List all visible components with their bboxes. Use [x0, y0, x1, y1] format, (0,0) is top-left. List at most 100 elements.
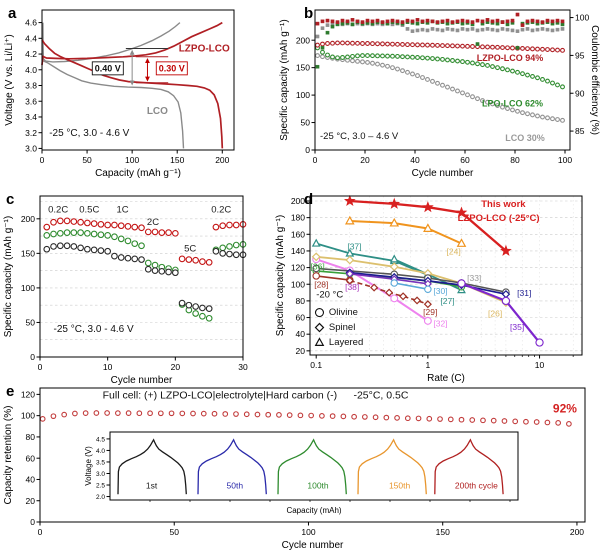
ann-e-inset-1: 50th: [227, 480, 244, 490]
series-lco-capacity: [315, 53, 565, 123]
d-y-tick: 100: [291, 279, 305, 289]
ann-e-inset-3: 150th: [389, 480, 411, 490]
a-y-tick: 3.8: [25, 81, 37, 91]
ann-d-11: [33]: [467, 273, 481, 283]
d-y-tick: 60: [296, 313, 306, 323]
d-y-tick: 20: [296, 346, 306, 356]
d-x-tick: 10: [535, 360, 545, 370]
a-x-tick: 100: [125, 155, 139, 165]
panel-label-d: d: [304, 191, 313, 208]
ann-a-9: -25 °C, 3.0 - 4.6 V: [49, 128, 129, 139]
e-x-tick: 50: [170, 527, 180, 537]
b-y2-axis-label: Coulombic efficiency (%): [589, 25, 600, 135]
a-x-tick: 150: [170, 155, 184, 165]
b-x-tick: 60: [460, 155, 470, 165]
ann-b-2: LCO 30%: [505, 133, 545, 143]
ann-c-5: 0.2C: [211, 205, 231, 216]
e-y-tick: 20: [26, 496, 36, 506]
b-y-tick: 100: [296, 90, 310, 100]
c-x-axis-label: Cycle number: [111, 375, 173, 386]
series-lco-charge: [42, 22, 181, 63]
a-x-tick: 200: [215, 155, 229, 165]
d-x-tick: 0.1: [310, 360, 322, 370]
c-y-tick: 150: [21, 248, 35, 258]
series-rate-lco: [43, 242, 247, 312]
d-y-tick: 120: [291, 263, 305, 273]
ann-d-17: Olivine: [329, 307, 358, 318]
d-y-tick: 40: [296, 329, 306, 339]
b-y2-tick: 85: [575, 126, 585, 136]
e-y-tick: 80: [26, 432, 36, 442]
b-x-tick: 100: [558, 155, 572, 165]
d-x-axis-label: Rate (C): [427, 373, 465, 384]
ann-d-4: [28]: [314, 280, 328, 290]
b-x-tick: 0: [313, 155, 318, 165]
ann-d-6: [24]: [447, 246, 461, 256]
series-ref30: [390, 279, 432, 293]
ann-d-1: LZPO-LCO (-25°C): [458, 213, 540, 224]
ann-d-12: [31]: [517, 288, 531, 298]
c-x-tick: 10: [103, 362, 113, 372]
d-y-axis-label: Specific capacity (mAh g⁻¹): [275, 215, 286, 336]
e-y-tick: 0: [30, 517, 35, 527]
a-y-tick: 4.0: [25, 65, 37, 75]
e-x-tick: 100: [301, 527, 315, 537]
ann-e-inset-4: 200th cycle: [455, 480, 498, 490]
series-lzpo-lco-coulombic-efficiency: [315, 12, 565, 27]
d-y-tick: 80: [296, 296, 306, 306]
ann-c-1: 0.5C: [79, 205, 99, 216]
ann-d-15: -20 °C: [316, 290, 343, 301]
series-cycle-100: [277, 438, 347, 495]
e-x-tick: 0: [38, 527, 43, 537]
a-x-tick: 50: [82, 155, 92, 165]
series-rate-lzpo-lco: [43, 217, 247, 266]
d-y-tick: 180: [291, 213, 305, 223]
series-cycle-50: [197, 438, 267, 495]
e-x-axis-label: Cycle number: [282, 540, 344, 551]
ann-a-7: LZPO-LCO: [179, 44, 230, 55]
ann-d-19: Spinel: [329, 322, 355, 333]
ann-d-2: [37]: [347, 241, 361, 251]
panel-b: 0 20 40 60 80 100 0 50 100 150 200 85 90 95 100 Cycle n…: [279, 5, 600, 179]
series-lzpo-lco-capacity: [315, 40, 565, 53]
ann-d-21: Layered: [329, 337, 363, 348]
ann-a-8: LCO: [147, 106, 168, 117]
series-this-work: [343, 194, 512, 256]
e-inset-y-tick: 4.0: [96, 448, 105, 455]
a-x-tick: 0: [40, 155, 45, 165]
series-cycle-150: [357, 438, 427, 495]
d-y-tick: 160: [291, 229, 305, 239]
c-y-tick: 100: [21, 283, 35, 293]
c-x-tick: 0: [38, 362, 43, 372]
ann-d-8: [27]: [440, 296, 454, 306]
series-lco-discharge: [41, 59, 185, 149]
e-y-tick: 60: [26, 453, 36, 463]
ann-a-5: 0.40 V: [95, 63, 121, 73]
c-y-axis-label: Specific capacity (mAh g⁻¹): [3, 216, 14, 337]
b-x-axis-label: Cycle number: [412, 168, 474, 179]
panel-a: 0 50 100 150 200 3.0 3.2 3.4 3.6 3.8 4.0 4.2 4.4 4.6 C…: [4, 5, 235, 179]
ann-d-0: This work: [481, 199, 526, 210]
ann-a-6: 0.30 V: [159, 63, 185, 73]
panel-label-c: c: [6, 191, 14, 208]
d-y-tick: 140: [291, 246, 305, 256]
b-x-tick: 20: [360, 155, 370, 165]
panel-label-b: b: [304, 5, 313, 22]
e-inset-y-tick: 3.5: [96, 459, 105, 466]
a-y-tick: 3.2: [25, 128, 37, 138]
c-x-tick: 20: [171, 362, 181, 372]
ann-c-0: 0.2C: [48, 205, 68, 216]
e-plot-frame: [39, 387, 586, 523]
e-inset-y-axis-label: Voltage (V): [84, 446, 93, 486]
e-y-axis-label: Capacity retention (%): [3, 406, 14, 505]
a-y-axis-label: Voltage (V vs. Li/Li⁺): [4, 34, 15, 125]
e-inset-y-tick: 4.5: [96, 436, 105, 443]
c-y-tick: 200: [21, 214, 35, 224]
c-y-tick: 50: [26, 318, 36, 328]
panel-label-a: a: [8, 5, 17, 22]
e-inset-x-axis-label: Capacity (mAh): [286, 506, 341, 515]
series-ref35: [457, 279, 544, 347]
b-y-tick: 0: [305, 145, 310, 155]
